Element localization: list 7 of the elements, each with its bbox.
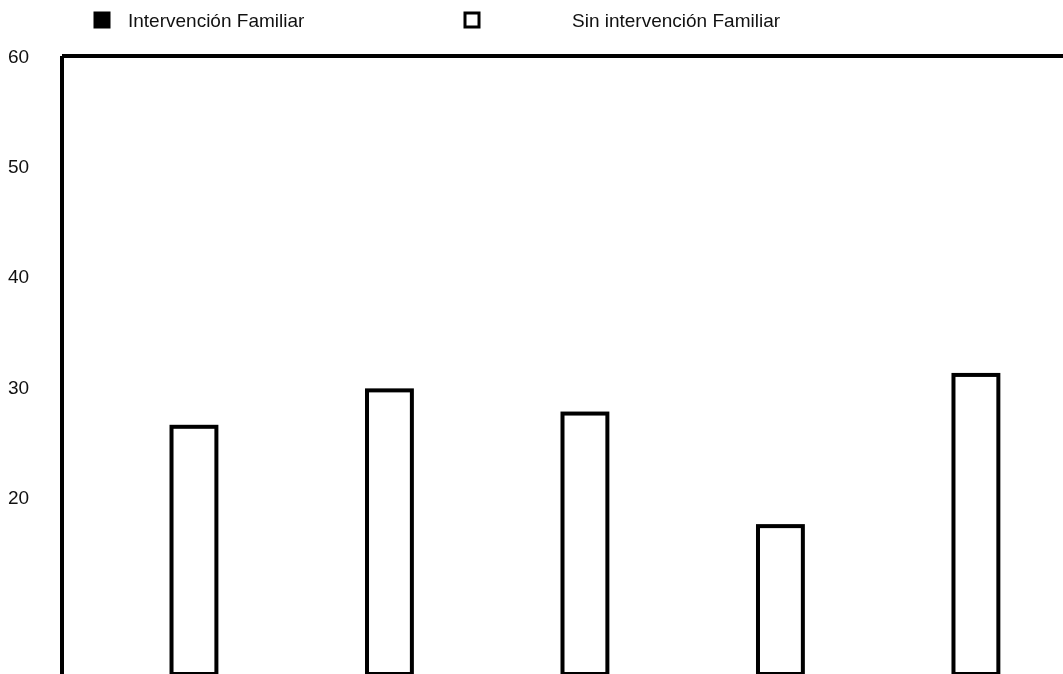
legend-label: Intervención Familiar (128, 9, 306, 31)
y-tick-label: 60 (8, 45, 30, 67)
text: Sin intervención Familiar (572, 9, 781, 31)
y-tick-label: 40 (8, 266, 30, 288)
y-tick-label: 20 (8, 487, 30, 509)
y-tick-label: 30 (8, 376, 30, 398)
y-tick-label: 50 (8, 156, 30, 178)
